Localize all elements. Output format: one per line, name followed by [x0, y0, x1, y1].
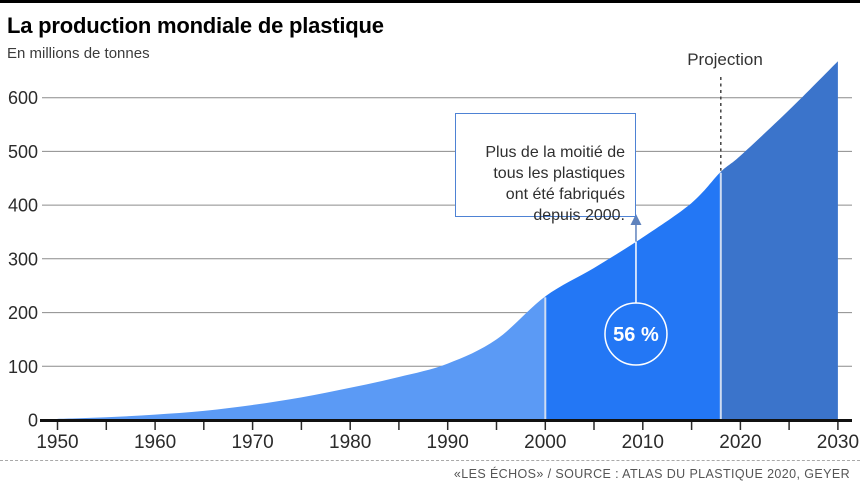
x-axis-label: 2000 — [524, 432, 566, 453]
y-axis-label: 600 — [8, 88, 38, 108]
y-axis-label: 0 — [28, 411, 38, 431]
y-axis-label: 100 — [8, 357, 38, 377]
y-axis-label: 500 — [8, 142, 38, 162]
chart-subtitle: En millions de tonnes — [7, 45, 150, 62]
callout-circle — [604, 302, 668, 366]
x-axis-label: 1980 — [329, 432, 371, 453]
y-axis-label: 400 — [8, 196, 38, 216]
y-axis-label: 200 — [8, 303, 38, 323]
x-axis-label: 1970 — [231, 432, 273, 453]
area-segment-projection-2018-2030 — [720, 61, 838, 420]
area-segment-1950-2000 — [57, 296, 546, 420]
projection-label: Projection — [687, 50, 763, 69]
area-segment-2000-2018 — [545, 171, 721, 420]
annotation-box: Plus de la moitié de tous les plastiques… — [455, 113, 636, 224]
x-axis-label: 2010 — [622, 432, 664, 453]
callout-value: 56 % — [613, 324, 659, 346]
callout-arrowhead-icon — [630, 214, 642, 225]
chart-canvas: 1950 1960 1970 1980 1990 2000 2010 2020 2030 0 100… — [8, 61, 859, 453]
annotation-text: Plus de la moitié de tous les plastiques… — [485, 144, 625, 225]
x-axis-label: 2030 — [817, 432, 859, 453]
source-attribution: «LES ÉCHOS» / SOURCE : ATLAS DU PLASTIQU… — [0, 460, 860, 481]
x-axis-label: 1990 — [427, 432, 469, 453]
chart-title: La production mondiale de plastique — [7, 13, 384, 38]
y-axis-label: 300 — [8, 249, 38, 269]
x-axis-label: 1950 — [36, 432, 78, 453]
x-axis-label: 2020 — [719, 432, 761, 453]
x-axis-label: 1960 — [134, 432, 176, 453]
